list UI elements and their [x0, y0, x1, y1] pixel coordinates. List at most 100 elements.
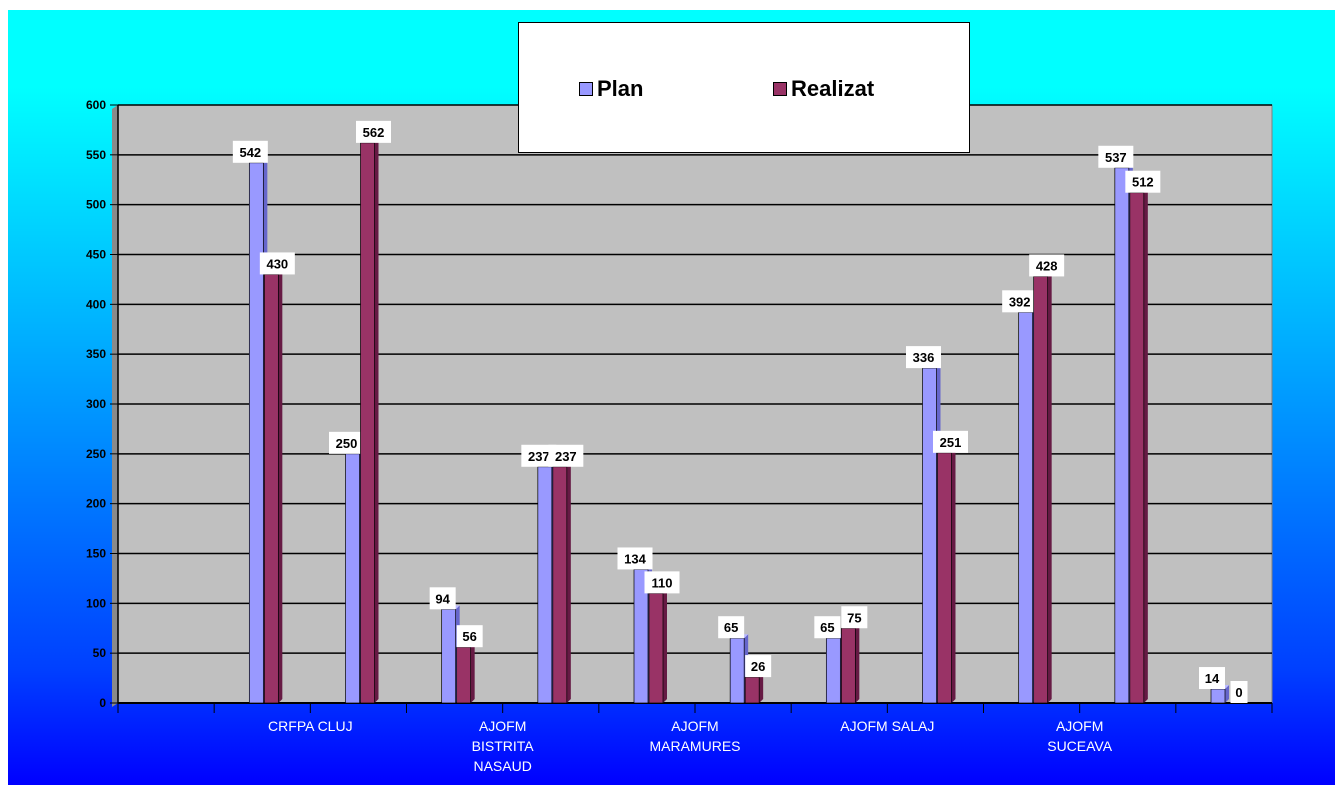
data-label-box: [933, 430, 968, 453]
x-category-label: AJOFM: [1056, 718, 1103, 734]
data-label: 542: [239, 145, 261, 160]
data-label: 110: [652, 575, 673, 590]
legend-item-realizat: Realizat: [773, 76, 874, 102]
data-label: 336: [913, 350, 935, 365]
y-tick-label: 250: [86, 447, 106, 461]
data-label-box: [259, 252, 295, 275]
y-tick-label: 50: [93, 646, 107, 660]
bar-side: [855, 624, 860, 703]
data-label-box: [1098, 145, 1134, 168]
data-label-box: [232, 140, 268, 163]
bar-side: [566, 462, 571, 703]
bar-side: [1047, 272, 1052, 703]
data-label-box: [745, 655, 772, 678]
bar-side: [278, 270, 283, 703]
data-label-box: [1002, 290, 1038, 313]
data-label: 250: [336, 436, 358, 451]
data-label-box: [1125, 170, 1161, 193]
data-label: 56: [462, 629, 476, 644]
bar-plan: [729, 637, 745, 704]
bar-plan: [1114, 167, 1130, 704]
y-tick-label: 300: [86, 397, 106, 411]
data-label-box: [548, 444, 584, 467]
data-label-box: [814, 616, 841, 639]
data-label: 428: [1036, 258, 1058, 273]
data-label: 251: [940, 435, 962, 450]
bar-plan: [1210, 688, 1226, 704]
x-category-label: BISTRITA: [472, 738, 535, 754]
bar-plan: [922, 367, 937, 704]
y-tick-label: 100: [86, 596, 106, 610]
bar-side: [374, 138, 379, 703]
data-label-box: [841, 606, 868, 629]
data-label: 14: [1205, 671, 1220, 686]
legend-label-realizat: Realizat: [791, 76, 875, 101]
x-category-label: CRFPA CLUJ: [268, 718, 353, 734]
data-label-box: [644, 571, 680, 594]
x-category-label: MARAMURES: [649, 738, 740, 754]
data-label: 512: [1132, 175, 1154, 190]
data-label-box: [718, 616, 745, 639]
data-label-box: [617, 547, 653, 570]
legend-swatch-realizat: [773, 82, 787, 96]
bar-side: [1143, 188, 1148, 703]
data-label-box: [906, 346, 941, 369]
legend-label-plan: Plan: [597, 76, 644, 101]
y-tick-label: 550: [86, 148, 106, 162]
bar-realizat: [263, 274, 279, 704]
bar-realizat: [744, 676, 760, 704]
data-label: 75: [847, 610, 861, 625]
data-label: 26: [751, 659, 765, 674]
bar-plan: [825, 637, 841, 704]
bar-realizat: [360, 142, 375, 704]
x-category-label: AJOFM: [479, 718, 526, 734]
y-tick-label: 600: [86, 98, 106, 112]
data-label: 94: [435, 591, 450, 606]
bar-realizat: [552, 466, 568, 704]
x-category-label: SUCEAVA: [1047, 738, 1112, 754]
bar-realizat: [456, 646, 472, 704]
bar-side: [1225, 685, 1229, 703]
data-label: 65: [820, 620, 834, 635]
data-label: 392: [1009, 294, 1031, 309]
bar-plan: [1018, 311, 1034, 704]
data-label: 65: [724, 620, 738, 635]
data-label: 237: [528, 449, 550, 464]
data-label-box: [1029, 254, 1065, 277]
data-label-box: [1199, 667, 1225, 690]
y-tick-label: 400: [86, 297, 106, 311]
legend-swatch-plan: [579, 82, 593, 96]
data-label-box: [521, 444, 557, 467]
x-category-label: NASAUD: [473, 758, 531, 774]
plot-side-wall: [112, 105, 118, 707]
y-tick-label: 200: [86, 497, 106, 511]
bar-plan: [345, 453, 360, 704]
x-category-label: AJOFM: [671, 718, 718, 734]
bar-realizat: [1129, 192, 1145, 704]
bar-side: [951, 448, 956, 703]
y-tick-label: 500: [86, 198, 106, 212]
data-label: 537: [1105, 150, 1127, 165]
data-label: 237: [555, 449, 577, 464]
x-category-label: AJOFM SALAJ: [840, 718, 934, 734]
bar-plan: [248, 162, 264, 704]
y-tick-label: 450: [86, 248, 106, 262]
y-tick-label: 0: [99, 696, 106, 710]
bar-side: [663, 589, 667, 703]
bar-realizat: [840, 627, 856, 704]
data-label-box: [456, 625, 483, 648]
legend-item-plan: Plan: [579, 76, 643, 102]
bar-realizat: [1033, 276, 1049, 704]
bar-realizat: [648, 593, 664, 704]
y-tick-label: 350: [86, 347, 106, 361]
data-label-box: [356, 120, 391, 143]
data-label: 562: [363, 125, 385, 140]
bar-side: [470, 643, 475, 703]
bar-plan: [441, 608, 457, 704]
bar-realizat: [937, 452, 952, 704]
data-label-box: [329, 431, 364, 454]
bar-side: [759, 673, 764, 703]
legend: Plan Realizat: [518, 22, 970, 153]
data-label: 134: [624, 551, 646, 566]
